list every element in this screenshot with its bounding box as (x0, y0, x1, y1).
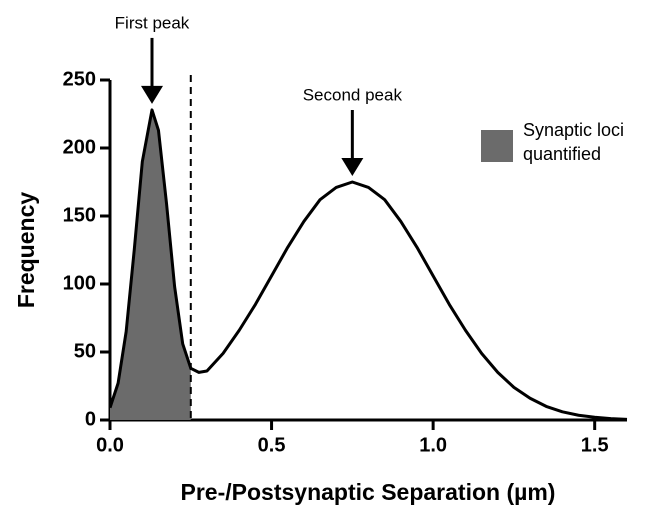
y-tick-label: 50 (74, 340, 96, 362)
y-tick-label: 150 (63, 204, 96, 226)
legend-swatch (481, 130, 513, 162)
legend-label: Synaptic loci quantified (523, 120, 625, 164)
y-tick-label: 250 (63, 68, 96, 90)
y-tick-label: 200 (63, 136, 96, 158)
x-tick-label: 1.5 (581, 434, 609, 456)
y-tick-label: 100 (63, 272, 96, 294)
annotation-label: First peak (115, 13, 190, 32)
annotation-arrowhead (141, 85, 164, 104)
annotation-arrowhead (341, 158, 364, 176)
x-tick-label: 1.0 (419, 434, 447, 456)
curve (108, 108, 628, 421)
y-axis-title: Frequency (13, 192, 39, 309)
annotation-label: Second peak (303, 85, 403, 104)
y-tick-label: 0 (85, 408, 96, 430)
shaded-area (110, 109, 191, 421)
x-tick-label: 0.0 (96, 434, 124, 456)
x-tick-label: 0.5 (258, 434, 286, 456)
x-axis-title: Pre-/Postsynaptic Separation (µm) (181, 479, 556, 505)
